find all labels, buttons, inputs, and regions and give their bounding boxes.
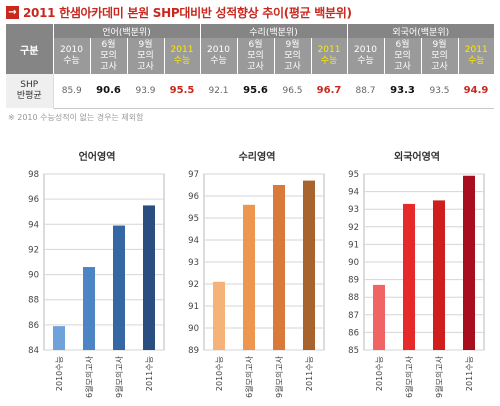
x-tick-label: 2011수능 [465,356,474,391]
bar [433,200,445,350]
y-tick-label: 92 [28,245,39,255]
y-tick-label: 95 [348,170,359,180]
x-tick-label: 2011수능 [145,356,154,391]
y-tick-label: 90 [348,258,359,268]
column-header: 9월 모의 고사 [126,38,164,74]
y-tick-label: 88 [348,293,359,303]
bar [243,204,255,350]
y-tick-label: 88 [28,296,39,306]
chart-title: 언어영역 [78,152,116,163]
table-cell: 93.9 [127,74,164,109]
y-tick-label: 92 [348,223,359,233]
y-tick-label: 84 [28,346,39,356]
group-header: 외국어(백분위) [346,24,495,38]
bar [113,225,125,350]
bar [373,284,385,350]
column-header: 2011 수능 [163,38,200,74]
table-cell: 95.5 [164,74,200,109]
column-header: 9월 모의 고사 [420,38,458,74]
x-tick-label: 2010수능 [55,356,64,391]
bar [143,205,155,350]
column-header: 2010 수능 [199,38,237,74]
y-tick-label: 94 [28,220,39,230]
y-tick-label: 90 [28,271,39,281]
x-tick-label: 6월모의고사 [404,355,414,398]
chart-title: 수리영역 [238,152,276,163]
bar [403,203,415,350]
bar [303,180,315,350]
y-tick-label: 91 [188,302,199,312]
row-label: SHP 반평균 [6,74,54,108]
y-tick-label: 98 [28,170,39,180]
chart-language: 언어영역 84 86 88 90 92 94 96 98 2010수능 6월모의고사 9월모의고사 2… [14,148,180,406]
x-tick-label: 9월모의고사 [434,355,444,398]
y-tick-label: 93 [188,258,199,268]
y-tick-label: 85 [348,346,359,356]
column-header: 6월 모의 고사 [383,38,421,74]
table-cell: 93.3 [384,74,421,109]
arrow-icon: → [6,5,19,19]
table-cell: 96.5 [274,74,311,109]
column-header: 6월 모의 고사 [89,38,127,74]
y-tick-label: 86 [348,328,359,338]
y-tick-label: 95 [188,214,199,224]
y-tick-label: 93 [348,205,359,215]
table-cell: 92.1 [200,74,237,109]
bar [273,185,285,350]
chart-math: 수리영역 89 90 91 92 93 94 95 96 97 2010수능 6월모의고사 9월모의고… [174,148,340,406]
y-tick-label: 96 [188,192,199,202]
x-tick-label: 2010수능 [215,356,224,391]
column-header: 2011 수능 [310,38,347,74]
table-cell: 96.7 [311,74,347,109]
table-cell: 95.6 [237,74,274,109]
y-tick-label: 90 [188,324,199,334]
chart-english: 외국어영역 85 86 87 88 89 90 91 92 93 94 95 2010수능 6월모의고사… [334,148,500,406]
bar [53,326,65,350]
x-tick-label: 6월모의고사 [84,355,94,398]
x-tick-label: 9월모의고사 [114,355,124,398]
column-header: 6월 모의 고사 [236,38,274,74]
y-tick-label: 86 [28,321,39,331]
y-tick-label: 91 [348,240,359,250]
page-title: → 2011 한샘아카데미 본원 SHP대비반 성적향상 추이(평균 백분위) [6,4,352,20]
title-text: 2011 한샘아카데미 본원 SHP대비반 성적향상 추이(평균 백분위) [23,5,352,20]
table-cell: 93.5 [421,74,458,109]
chart-title: 외국어영역 [394,152,440,163]
chart-svg: 85 86 87 88 89 90 91 92 93 94 95 2010수능 6월모의고사 9월모의고사… [348,170,485,398]
table-cell: 88.7 [347,74,384,109]
y-tick-label: 87 [348,311,359,321]
chart-svg: 89 90 91 92 93 94 95 96 97 2010수능 6월모의고사 9월모의고사 2011… [188,170,325,398]
column-header: 9월 모의 고사 [273,38,311,74]
y-tick-label: 94 [348,188,359,198]
x-tick-label: 2010수능 [375,356,384,391]
y-tick-label: 89 [348,276,359,286]
group-header: 수리(백분위) [199,24,347,38]
y-tick-label: 96 [28,195,39,205]
chart-svg: 84 86 88 90 92 94 96 98 2010수능 6월모의고사 9월모의고사 2011수능 [28,170,165,398]
bar [463,175,475,350]
footnote: ※ 2010 수능성적이 없는 경우는 제외함 [8,113,144,122]
column-header: 2011 수능 [457,38,495,74]
y-tick-label: 92 [188,280,199,290]
bar [83,267,95,350]
x-tick-label: 2011수능 [305,356,314,391]
x-tick-label: 9월모의고사 [274,355,284,398]
bar [213,281,225,350]
table-cell: 90.6 [90,74,127,109]
column-header: 2010 수능 [346,38,384,74]
column-header: 2010 수능 [52,38,90,74]
x-tick-label: 6월모의고사 [244,355,254,398]
y-tick-label: 97 [188,170,199,180]
y-tick-label: 89 [188,346,199,356]
y-tick-label: 94 [188,236,199,246]
group-header: 언어(백분위) [52,24,200,38]
corner-header: 구분 [6,24,53,74]
summary-table: 구분 언어(백분위) 수리(백분위) 외국어(백분위) 2010 수능 6월 모의… [6,24,495,109]
table-cell: 85.9 [53,74,90,109]
table-cell: 94.9 [458,74,495,109]
